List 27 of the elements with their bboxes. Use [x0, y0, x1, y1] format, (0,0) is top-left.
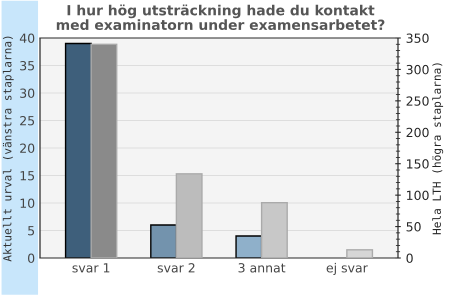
- y-tick-label: 35: [20, 60, 34, 70]
- y2-tick-label: 300: [406, 64, 429, 74]
- chart-title: I hur hög utsträckning hade du kontakt med examinatorn under examensarbetet?: [56, 4, 384, 30]
- y2-tick-label: 150: [407, 159, 429, 169]
- y-tick-label: 25: [20, 116, 34, 126]
- y2-tick-label: 350: [406, 33, 429, 43]
- y-axis-title: Aktuellt urval (vänstra staplarna): [2, 36, 14, 262]
- y2-tick-label: 200: [406, 128, 429, 138]
- y-tick-label: 0: [28, 253, 34, 263]
- bar: [260, 202, 288, 258]
- y2-axis-title: Hela LTH (högra staplarna): [432, 63, 444, 234]
- y-tick-label: 15: [20, 171, 34, 180]
- y2-tick-label: 0: [406, 253, 413, 263]
- y-tick-label: 20: [20, 143, 34, 153]
- y2-tick-label: 100: [407, 190, 429, 200]
- y2-tick-label: 250: [406, 96, 429, 106]
- x-tick-label: ej svar: [326, 262, 368, 275]
- x-tick-label: 3 annat: [238, 263, 286, 273]
- bar: [176, 173, 203, 258]
- y-tick-label: 30: [20, 88, 34, 98]
- y-tick-label: 5: [28, 226, 34, 236]
- y-tick-label: 10: [20, 198, 34, 208]
- x-tick-label: svar 1: [72, 263, 110, 273]
- y2-tick-label: 50: [406, 222, 421, 232]
- y-tick-label: 40: [20, 33, 34, 43]
- x-tick-label: svar 2: [158, 263, 194, 273]
- bar: [346, 249, 374, 258]
